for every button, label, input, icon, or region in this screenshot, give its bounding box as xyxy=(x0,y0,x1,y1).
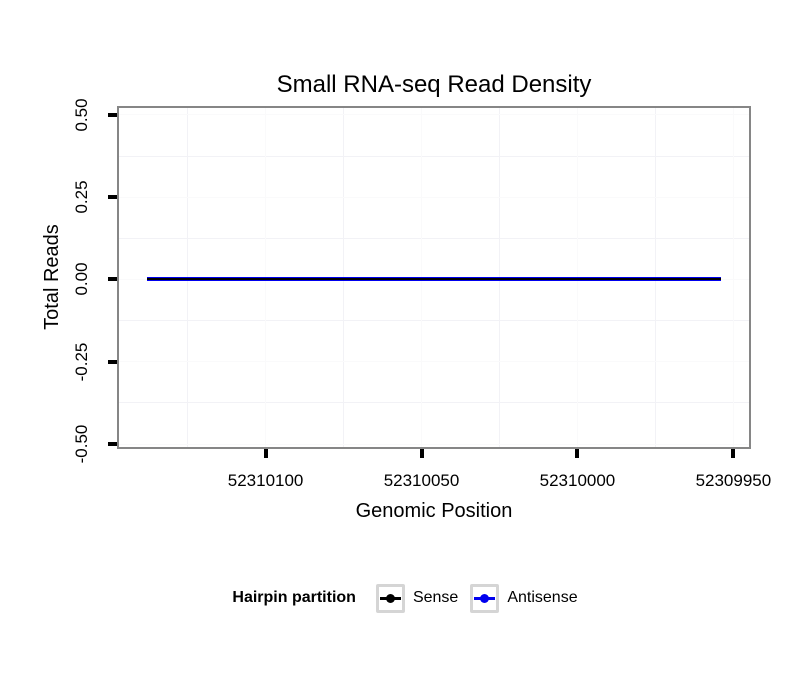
legend-key-box-sense xyxy=(375,583,405,613)
major-gridline-h xyxy=(119,443,749,445)
y-axis-tick xyxy=(108,359,117,364)
y-axis-tick xyxy=(108,442,117,447)
minor-gridline-h xyxy=(119,155,749,157)
x-tick-label: 52310000 xyxy=(539,471,616,490)
major-gridline-v xyxy=(732,108,734,447)
y-tick-label: 0.00 xyxy=(72,262,91,297)
y-axis-tick xyxy=(108,195,117,200)
x-tick-label: 52309950 xyxy=(695,471,772,490)
y-tick-label: 0.25 xyxy=(72,180,91,214)
series-line-sense xyxy=(147,278,721,281)
legend-label-sense: Sense xyxy=(412,589,459,606)
x-axis-tick xyxy=(263,449,268,458)
y-axis-title: Total Reads xyxy=(40,224,63,330)
y-axis-tick xyxy=(108,112,117,117)
legend-point-icon xyxy=(385,593,395,603)
legend-item-antisense: Antisense xyxy=(470,583,578,613)
major-gridline-h xyxy=(119,196,749,198)
x-axis-tick xyxy=(575,449,580,458)
x-axis-tick xyxy=(731,449,736,458)
y-tick-label: -0.25 xyxy=(72,342,91,382)
x-axis-title: Genomic Position xyxy=(355,500,513,522)
minor-gridline-h xyxy=(119,320,749,322)
y-axis-tick xyxy=(108,277,117,282)
chart-title: Small RNA-seq Read Density xyxy=(276,71,592,98)
plot-panel xyxy=(117,106,751,449)
legend-key-box-antisense xyxy=(470,583,500,613)
x-tick-label: 52310050 xyxy=(383,471,460,490)
x-tick-label: 52310100 xyxy=(227,471,304,490)
legend-point-icon xyxy=(480,593,490,603)
minor-gridline-h xyxy=(119,237,749,239)
legend-label-antisense: Antisense xyxy=(507,589,578,606)
minor-gridline-h xyxy=(119,402,749,404)
legend: Hairpin partition Sense Antisense xyxy=(0,582,810,614)
y-tick-label: 0.50 xyxy=(72,98,91,132)
legend-item-sense: Sense xyxy=(375,583,459,613)
legend-title: Hairpin partition xyxy=(232,589,356,606)
x-axis-tick xyxy=(419,449,424,458)
y-tick-label: -0.50 xyxy=(72,424,91,464)
major-gridline-h xyxy=(119,361,749,363)
major-gridline-h xyxy=(119,114,749,116)
